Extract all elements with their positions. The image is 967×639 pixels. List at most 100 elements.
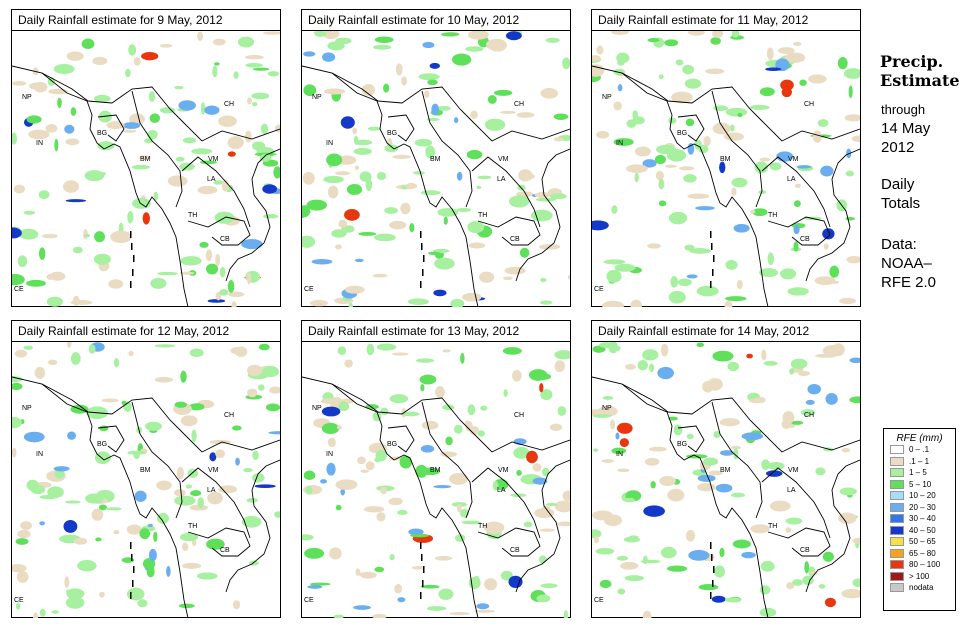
rainfall-patch bbox=[260, 123, 269, 135]
rainfall-patch bbox=[375, 449, 387, 462]
rainfall-patch bbox=[599, 342, 614, 349]
country-label: BM bbox=[140, 467, 151, 474]
rainfall-patch bbox=[695, 206, 715, 211]
rainfall-patch bbox=[154, 344, 176, 348]
rainfall-patch bbox=[389, 553, 395, 561]
country-label: CH bbox=[804, 101, 814, 108]
country-label: BG bbox=[97, 441, 107, 448]
rainfall-patch bbox=[156, 480, 172, 491]
rainfall-patch bbox=[611, 205, 618, 214]
rainfall-patch bbox=[793, 41, 802, 47]
country-label: LA bbox=[497, 176, 506, 183]
rainfall-patch bbox=[809, 571, 818, 575]
rainfall-patch bbox=[418, 73, 440, 81]
legend-swatch bbox=[890, 548, 904, 558]
rainfall-patch bbox=[150, 277, 167, 289]
rainfall-patch bbox=[63, 519, 78, 533]
rainfall-patch bbox=[372, 613, 387, 618]
rainfall-patch bbox=[540, 277, 547, 283]
rainfall-patch bbox=[616, 422, 633, 434]
rainfall-patch bbox=[57, 97, 62, 108]
rainfall-patch bbox=[492, 480, 499, 491]
border-line bbox=[97, 425, 125, 453]
rainfall-patch bbox=[138, 155, 151, 160]
rainfall-patch bbox=[374, 233, 396, 242]
rainfall-patch bbox=[450, 298, 465, 307]
country-label: TH bbox=[188, 212, 197, 219]
rainfall-patch bbox=[205, 249, 213, 262]
rainfall-patch bbox=[664, 164, 677, 168]
rainfall-patch bbox=[528, 369, 548, 381]
rainfall-patch bbox=[219, 289, 229, 296]
country-label: VM bbox=[498, 156, 509, 163]
rainfall-patch bbox=[760, 560, 775, 572]
country-label: VM bbox=[788, 156, 799, 163]
rainfall-patch bbox=[504, 266, 526, 275]
rainfall-patch bbox=[719, 161, 726, 174]
border-line bbox=[421, 90, 473, 208]
country-label: CH bbox=[514, 101, 524, 108]
country-label: IN bbox=[616, 451, 623, 458]
rainfall-patch bbox=[462, 292, 482, 302]
rainfall-patch bbox=[677, 278, 692, 287]
country-label: NP bbox=[602, 94, 612, 101]
island-mark bbox=[711, 243, 713, 250]
rainfall-patch bbox=[174, 495, 196, 506]
rainfall-patch bbox=[252, 67, 270, 71]
rainfall-patch bbox=[12, 227, 22, 239]
rainfall-patch bbox=[595, 547, 615, 555]
rainfall-patch bbox=[47, 359, 58, 366]
rainfall-patch bbox=[65, 500, 81, 504]
rainfall-patch bbox=[714, 565, 725, 578]
country-label: CE bbox=[14, 286, 24, 293]
rainfall-patch bbox=[449, 612, 470, 616]
legend-item: 80 – 100 bbox=[890, 559, 955, 571]
rainfall-patch bbox=[200, 102, 206, 115]
rainfall-patch bbox=[540, 87, 559, 99]
rainfall-patch bbox=[664, 39, 679, 47]
rainfall-patch bbox=[438, 588, 454, 600]
rainfall-patch bbox=[741, 551, 756, 559]
rainfall-panel-14-may: Daily Rainfall estimate for 14 May, 2012… bbox=[591, 320, 861, 618]
rainfall-patch bbox=[335, 504, 342, 511]
rainfall-patch bbox=[302, 205, 311, 218]
rainfall-patch bbox=[786, 582, 795, 590]
rainfall-patch bbox=[442, 349, 451, 353]
island-mark bbox=[423, 566, 425, 573]
rainfall-panel-13-may: Daily Rainfall estimate for 13 May, 2012… bbox=[301, 320, 571, 618]
border-line bbox=[181, 156, 251, 228]
map-canvas: NP CH IN BG BM VM LA TH CB CE bbox=[302, 343, 570, 618]
legend-item: 1 – 5 bbox=[890, 467, 955, 479]
rainfall-patch bbox=[754, 161, 768, 174]
border-line bbox=[331, 72, 570, 142]
island-mark bbox=[131, 554, 133, 561]
rainfall-map: NP CH IN BG BM VM LA TH CB CE bbox=[592, 341, 860, 618]
rainfall-patch bbox=[227, 151, 236, 157]
border-line bbox=[515, 148, 570, 282]
rainfall-patch bbox=[13, 184, 26, 194]
rainfall-patch bbox=[302, 534, 314, 541]
rainfall-patch bbox=[746, 353, 753, 359]
island-mark bbox=[420, 281, 422, 288]
rainfall-patch bbox=[845, 217, 855, 221]
country-label: CB bbox=[800, 236, 810, 243]
rainfall-patch bbox=[787, 287, 809, 296]
rainfall-patch bbox=[643, 505, 665, 517]
rainfall-patch bbox=[785, 527, 792, 534]
legend-title: RFE (mm) bbox=[896, 433, 943, 444]
rainfall-patch bbox=[668, 117, 677, 124]
island-mark bbox=[130, 542, 132, 549]
rainfall-patch bbox=[95, 537, 102, 542]
border-line bbox=[302, 65, 479, 307]
rainfall-patch bbox=[851, 135, 860, 143]
panel-title: Daily Rainfall estimate for 11 May, 2012 bbox=[598, 13, 809, 27]
rainfall-patch bbox=[359, 171, 372, 182]
rainfall-patch bbox=[732, 539, 751, 549]
rainfall-patch bbox=[47, 486, 64, 499]
rainfall-patch bbox=[335, 479, 358, 491]
rainfall-patch bbox=[126, 587, 145, 601]
rainfall-patch bbox=[626, 119, 637, 128]
rainfall-patch bbox=[466, 149, 483, 160]
legend-label: 0 – .1 bbox=[909, 445, 930, 455]
rainfall-patch bbox=[624, 575, 644, 582]
